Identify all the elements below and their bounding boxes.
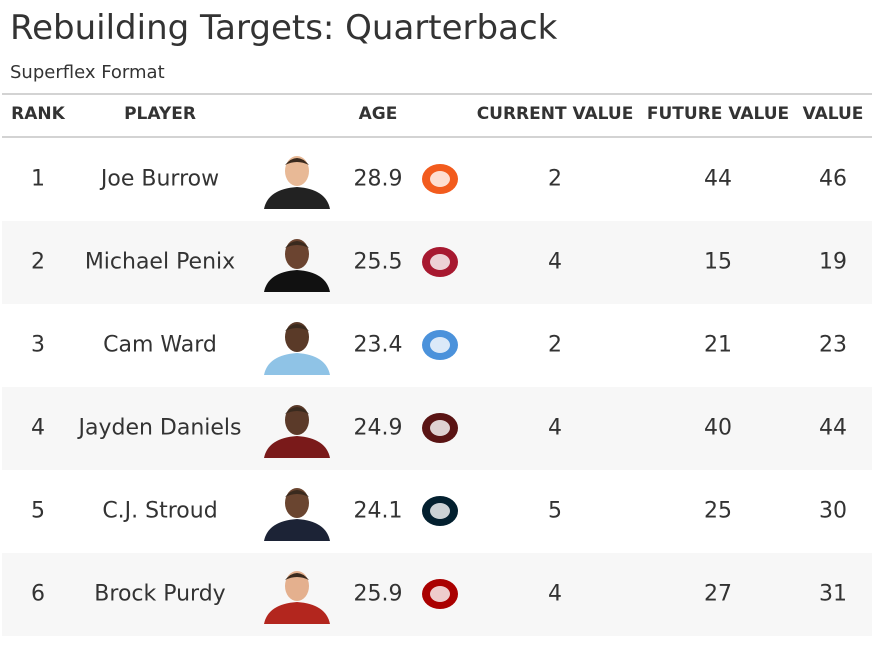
table-cell: C.J. Stroud: [102, 498, 218, 524]
team-logo: [420, 493, 460, 529]
table-cell: 4: [31, 415, 45, 441]
player-photo: [262, 232, 332, 292]
page-subtitle: Superflex Format: [10, 62, 165, 83]
column-header: CURRENT VALUE: [476, 104, 634, 124]
column-header: RANK: [11, 104, 65, 124]
table-cell: 46: [819, 166, 847, 192]
team-logo: [420, 576, 460, 612]
player-photo: [262, 315, 332, 375]
table-cell: 24.1: [353, 498, 403, 524]
table-cell: 4: [548, 249, 562, 275]
column-header: PLAYER: [124, 104, 196, 124]
table-cell: 27: [704, 581, 732, 607]
table-cell: 23: [819, 332, 847, 358]
team-logo: [420, 327, 460, 363]
table-cell: 19: [819, 249, 847, 275]
table-cell: Michael Penix: [84, 249, 236, 275]
team-logo: [420, 410, 460, 446]
table-cell: Joe Burrow: [100, 166, 220, 192]
player-photo: [262, 481, 332, 541]
column-header: VALUE: [802, 104, 864, 124]
team-logo: [420, 244, 460, 280]
table-cell: 25: [704, 498, 732, 524]
player-photo: [262, 564, 332, 624]
table-cell: 1: [31, 166, 45, 192]
table-cell: 2: [548, 332, 562, 358]
table-cell: 4: [548, 415, 562, 441]
table-cell: 23.4: [353, 332, 403, 358]
team-logo: [420, 161, 460, 197]
column-header: AGE: [358, 104, 398, 124]
table-cell: 44: [704, 166, 732, 192]
player-photo: [262, 398, 332, 458]
table-cell: Brock Purdy: [94, 581, 226, 607]
table-cell: 21: [704, 332, 732, 358]
table-cell: 28.9: [353, 166, 403, 192]
table-cell: 6: [31, 581, 45, 607]
page-title: Rebuilding Targets: Quarterback: [10, 8, 558, 48]
table-cell: 3: [31, 332, 45, 358]
table-cell: 31: [819, 581, 847, 607]
table-cell: 24.9: [353, 415, 403, 441]
table-cell: 4: [548, 581, 562, 607]
top-rule: [2, 93, 872, 95]
table-cell: 5: [31, 498, 45, 524]
table-cell: 2: [548, 166, 562, 192]
table-cell: 44: [819, 415, 847, 441]
table-cell: 15: [704, 249, 732, 275]
table-cell: 25.5: [353, 249, 403, 275]
player-photo: [262, 149, 332, 209]
table-cell: 2: [31, 249, 45, 275]
table-cell: Jayden Daniels: [78, 415, 242, 441]
column-header: FUTURE VALUE: [646, 104, 790, 124]
header-rule: [2, 136, 872, 138]
table-cell: 25.9: [353, 581, 403, 607]
table-cell: 40: [704, 415, 732, 441]
table-cell: Cam Ward: [103, 332, 217, 358]
table-cell: 30: [819, 498, 847, 524]
table-cell: 5: [548, 498, 562, 524]
